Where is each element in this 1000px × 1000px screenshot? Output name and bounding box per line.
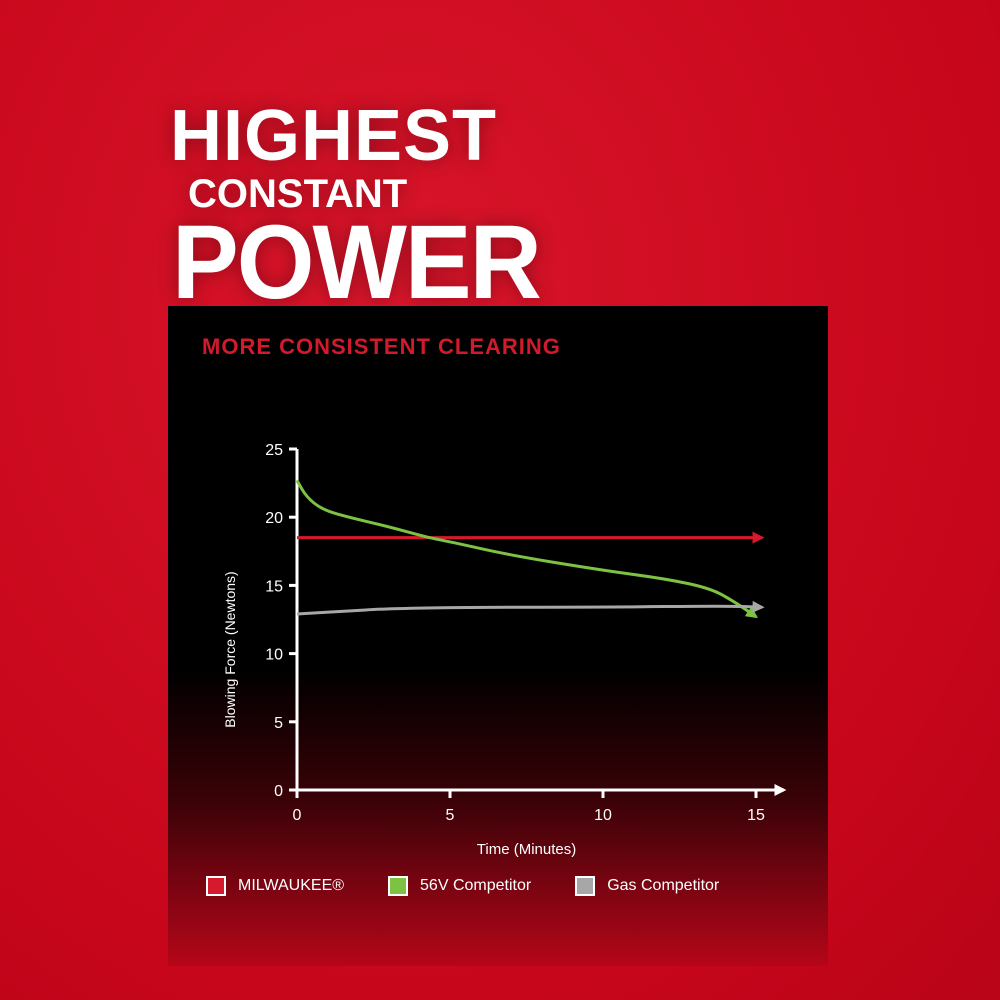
x-tick-label: 10	[594, 807, 612, 824]
legend-swatch	[575, 876, 596, 896]
x-axis-label: Time (Minutes)	[477, 841, 576, 858]
headline-line1: HIGHEST	[170, 96, 498, 176]
y-tick-label: 15	[265, 578, 283, 595]
chart-title: MORE CONSISTENT CLEARING	[202, 334, 561, 359]
y-tick-label: 20	[265, 510, 283, 527]
x-tick-label: 15	[747, 807, 765, 824]
x-tick-label: 5	[446, 807, 455, 824]
legend: MILWAUKEE® 56V Competitor Gas Competitor	[206, 876, 763, 896]
legend-item: Gas Competitor	[575, 876, 719, 896]
x-tick-label: 0	[293, 807, 302, 824]
y-tick-label: 10	[265, 647, 283, 664]
legend-swatch	[206, 876, 226, 896]
y-axis-label: Blowing Force (Newtons)	[222, 571, 238, 727]
chart: 0 5 10 15 20 25 0 5 10 15 Time (Minutes) Blowing Fo…	[222, 442, 787, 858]
y-tick-label: 5	[274, 715, 283, 732]
legend-label: 56V Competitor	[420, 877, 532, 894]
headline: HIGHEST CONSTANT POWER	[170, 96, 542, 315]
headline-line3: POWER	[172, 203, 542, 322]
series-line-2	[295, 479, 758, 619]
y-tick-label: 0	[274, 783, 283, 800]
legend-item: MILWAUKEE®	[206, 876, 344, 896]
y-tick-label: 25	[265, 442, 283, 459]
chart-panel: MORE CONSISTENT CLEARING 0 5 10 15 20 25 0 5 10 1…	[168, 306, 828, 966]
legend-swatch	[388, 876, 409, 896]
series-line-3	[296, 600, 765, 616]
legend-item: 56V Competitor	[388, 876, 531, 896]
legend-label: Gas Competitor	[607, 877, 720, 894]
headline-line2: CONSTANT	[188, 172, 408, 216]
legend-label: MILWAUKEE®	[238, 877, 345, 894]
